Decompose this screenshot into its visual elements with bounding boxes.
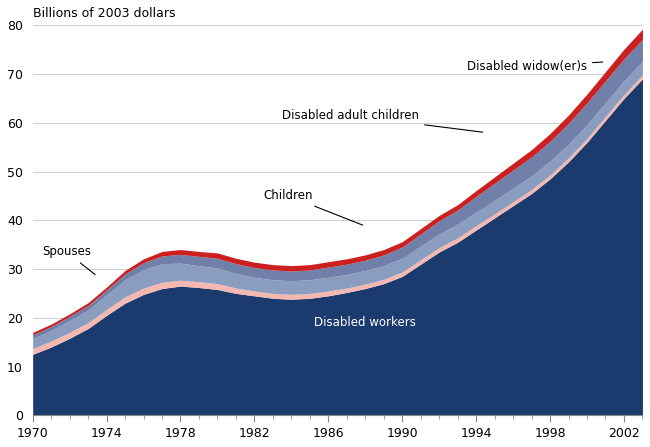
Text: Disabled workers: Disabled workers [315, 316, 416, 329]
Text: Disabled adult children: Disabled adult children [282, 109, 483, 132]
Text: Billions of 2003 dollars: Billions of 2003 dollars [32, 7, 175, 20]
Text: Children: Children [264, 190, 363, 225]
Text: Disabled widow(er)s: Disabled widow(er)s [467, 60, 603, 73]
Text: Spouses: Spouses [42, 245, 95, 274]
